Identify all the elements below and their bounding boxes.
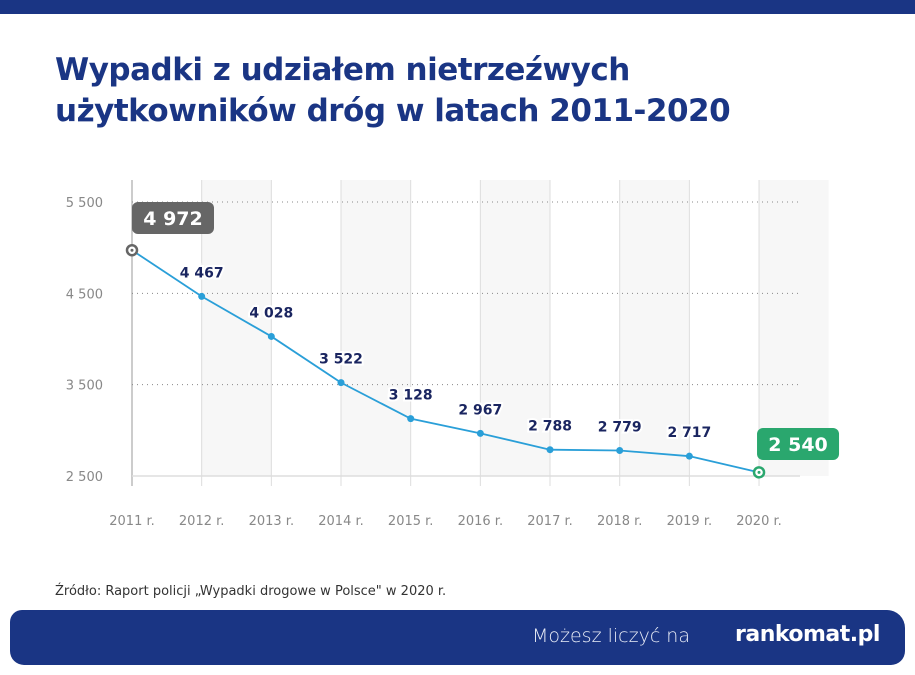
- y-tick-label: 3 500: [66, 379, 103, 394]
- value-label: 4 972: [143, 208, 203, 230]
- x-tick-label: 2020 r.: [736, 514, 782, 529]
- x-tick-label: 2014 r.: [318, 514, 364, 529]
- page-title: Wypadki z udziałem nietrzeźwych użytkown…: [55, 52, 731, 129]
- source-note: Źródło: Raport policji „Wypadki drogowe …: [55, 584, 447, 599]
- footer-banner: Możesz liczyć na rankomat.pl: [10, 610, 905, 665]
- x-tick-label: 2013 r.: [249, 514, 295, 529]
- data-point: [407, 415, 415, 423]
- value-callout: [132, 202, 214, 234]
- x-tick-label: 2015 r.: [388, 514, 434, 529]
- data-point: [267, 332, 275, 340]
- rankomat-logo: rankomat.pl: [735, 622, 880, 647]
- column-band: [480, 180, 551, 476]
- data-point-center: [757, 470, 761, 474]
- x-tick-label: 2018 r.: [597, 514, 643, 529]
- x-tick-label: 2012 r.: [179, 514, 225, 529]
- data-point: [198, 292, 206, 300]
- data-point: [337, 379, 345, 387]
- value-label: 2 788: [528, 419, 572, 435]
- x-tick-label: 2011 r.: [109, 514, 155, 529]
- value-label: 2 779: [598, 420, 642, 436]
- column-band: [759, 180, 829, 476]
- data-point: [546, 446, 554, 454]
- value-callout: [757, 428, 840, 460]
- x-tick-label: 2017 r.: [527, 514, 573, 529]
- y-tick-label: 5 500: [66, 196, 103, 211]
- value-label: 2 540: [768, 434, 828, 456]
- value-label: 3 522: [319, 352, 363, 368]
- footer-slogan: Możesz liczyć na: [532, 625, 690, 647]
- data-point: [616, 447, 624, 455]
- value-label: 2 967: [458, 402, 502, 418]
- top-bar: [0, 0, 915, 14]
- y-tick-label: 2 500: [66, 470, 103, 485]
- column-band: [341, 180, 411, 476]
- value-label: 4 028: [249, 305, 293, 321]
- y-tick-label: 4 500: [66, 287, 103, 302]
- data-point: [476, 429, 484, 437]
- line-chart: 2011 r. 2012 r. 2013 r. 2014 r. 2015 r. 2016 …: [66, 180, 840, 529]
- value-label: 4 467: [180, 265, 224, 281]
- column-band: [619, 180, 690, 476]
- series-line: [131, 249, 760, 474]
- data-point-center: [130, 248, 134, 252]
- value-label: 2 717: [667, 425, 711, 441]
- value-label: 3 128: [389, 388, 433, 404]
- x-tick-label: 2016 r.: [458, 514, 504, 529]
- x-tick-label: 2019 r.: [667, 514, 713, 529]
- data-point: [685, 452, 693, 460]
